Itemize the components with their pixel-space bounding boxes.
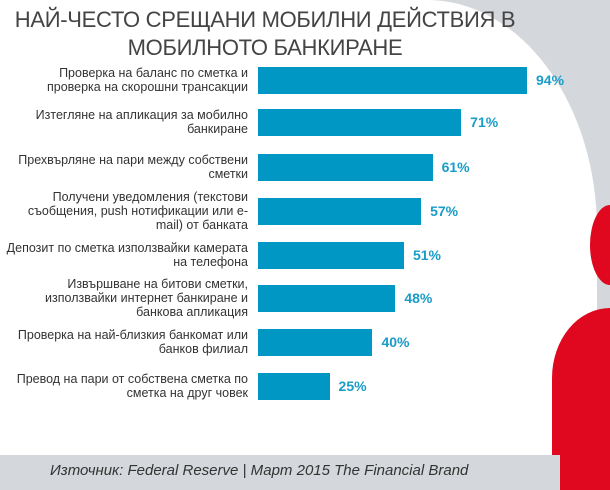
value-label: 40% (381, 334, 410, 350)
category-label: Изтегляне на апликация за мобилно банкир… (35, 108, 248, 136)
bar (258, 67, 527, 94)
bar (258, 154, 433, 181)
value-label: 94% (536, 72, 565, 88)
person-head-graphic (590, 205, 610, 285)
category-label: Извършване на битови сметки, използвайки… (45, 277, 248, 319)
bar (258, 285, 396, 312)
bar (258, 242, 404, 269)
bar (258, 373, 330, 400)
value-label: 48% (404, 290, 433, 306)
value-label: 71% (470, 114, 499, 130)
value-label: 57% (430, 203, 459, 219)
chart-title: НАЙ-ЧЕСТО СРЕЩАНИ МОБИЛНИ ДЕЙСТВИЯ В МОБ… (14, 7, 516, 60)
source-note: Източник: Federal Reserve | Март 2015 Th… (50, 462, 469, 479)
bar (258, 198, 422, 225)
category-label: Проверка на баланс по сметка и проверка … (46, 66, 248, 94)
category-label: Прехвърляне на пари между собствени смет… (18, 153, 248, 181)
category-label: Превод на пари от собствена сметка по см… (16, 372, 248, 400)
value-label: 25% (338, 378, 367, 394)
category-label: Депозит по сметка използвайки камерата н… (6, 241, 248, 269)
bar (258, 109, 462, 136)
footer-band (0, 455, 560, 490)
value-label: 61% (441, 159, 470, 175)
category-label: Получени уведомления (текстови съобщения… (27, 190, 248, 232)
person-body-graphic (552, 308, 610, 490)
category-label: Проверка на най-близкия банкомат или бан… (17, 328, 248, 356)
value-label: 51% (412, 247, 441, 263)
bar (258, 329, 373, 356)
